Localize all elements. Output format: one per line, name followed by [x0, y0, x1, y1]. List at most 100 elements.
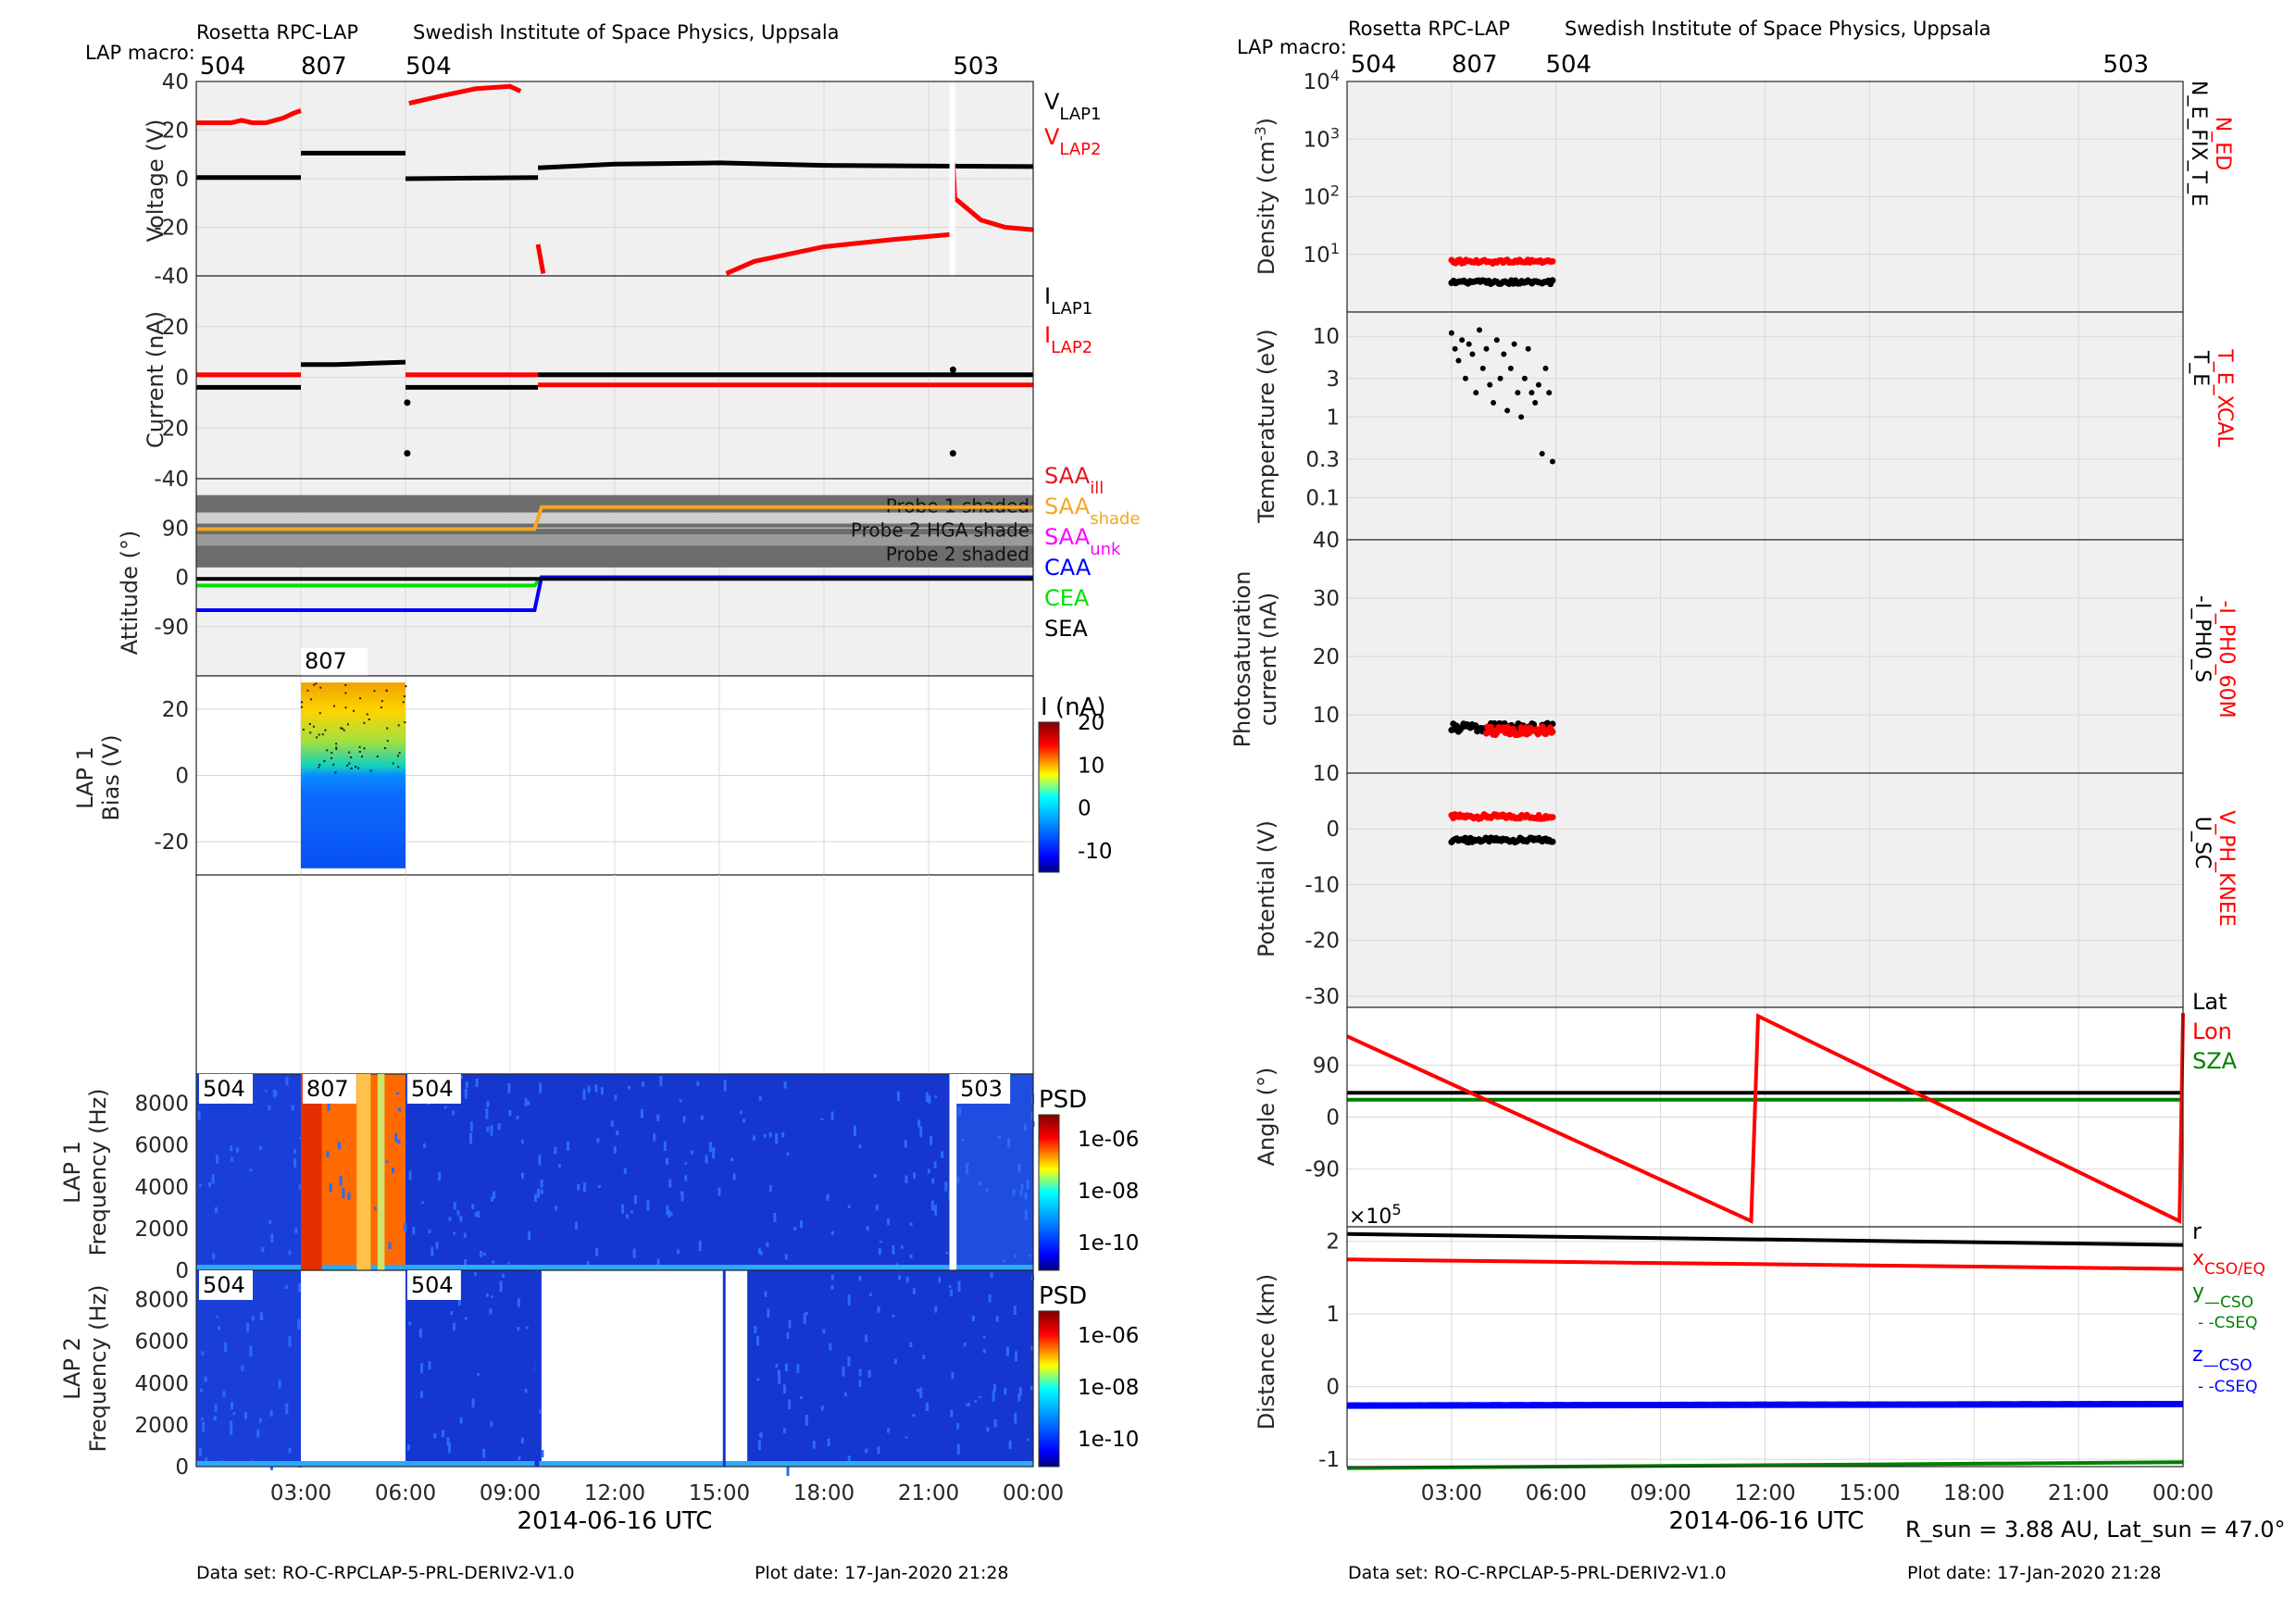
lap2-psd-panel-noise — [251, 1316, 255, 1321]
lap2-psd-panel-noise — [446, 1437, 450, 1446]
lap2-psd-panel-noise — [778, 1374, 781, 1384]
lap1-psd-panel-noise — [753, 1135, 756, 1141]
lap2-psd-panel-noise — [1030, 1345, 1034, 1351]
lap2-psd-panel-frame — [195, 1269, 1034, 1468]
lap1-psd-panel-noise — [775, 1132, 779, 1144]
lap2-psd-panel-noise — [485, 1293, 489, 1297]
temperature-ytick-label: 0.3 — [1305, 448, 1340, 472]
bias-noise-dot — [363, 721, 366, 724]
right-xtick-label: 12:00 — [1734, 1481, 1795, 1505]
bias-noise-dot — [324, 729, 327, 731]
lap1-psd-panel-noise — [486, 1100, 490, 1107]
left-xtick-label: 00:00 — [1003, 1481, 1064, 1505]
lap1-psd-panel-noise — [820, 1118, 824, 1120]
lap1-psd-panel-noise — [249, 1168, 253, 1172]
lap1-psd-panel-noise — [945, 1252, 949, 1255]
macro-label-right: 807 — [1452, 51, 1498, 79]
lap1-psd-panel-noise — [646, 1199, 650, 1211]
lap2-psd-panel-noise — [956, 1443, 960, 1455]
lap1-psd-panel-noise — [1003, 1259, 1006, 1263]
attitude-panel-legend-entry: SEA — [1044, 616, 1088, 642]
lap2-psd-panel-noise — [1013, 1305, 1017, 1316]
current-panel-legend-entry: ILAP2 — [1044, 322, 1092, 357]
left-xtick-label: 03:00 — [270, 1481, 331, 1505]
bias-noise-dot — [397, 755, 400, 757]
lap1-psd-panel-noise — [208, 1182, 212, 1187]
lap1-psd-panel-noise — [197, 1111, 201, 1120]
lap2-psd-panel-noise — [1017, 1393, 1021, 1402]
voltage-series-V_LAP1 — [405, 175, 539, 181]
bias-noise-dot — [397, 724, 400, 727]
lap1-psd-panel-noise — [272, 1089, 276, 1098]
lap1-psd-panel-noise — [435, 1242, 439, 1249]
density-panel-ylabel: Density (cm-3) — [1252, 118, 1280, 275]
lap1-psd-panel-noise — [783, 1081, 787, 1089]
bias-noise-dot — [397, 766, 400, 768]
left-institute: Swedish Institute of Space Physics, Upps… — [413, 21, 840, 44]
lap1-psd-panel-noise — [231, 1156, 234, 1162]
temperature-point — [1507, 365, 1514, 371]
temperature-point — [1497, 375, 1504, 381]
distance-panel-ytick-label: 0 — [1326, 1376, 1340, 1400]
lap2-psd-panel-noise — [278, 1379, 281, 1389]
bias-noise-dot — [402, 701, 405, 704]
lap1-psd-panel-noise — [659, 1075, 663, 1087]
potential-panel-ylabel: Potential (V) — [1254, 820, 1279, 957]
bias-noise-dot — [385, 689, 388, 692]
right-macro-label: LAP macro: — [1237, 36, 1347, 58]
lap1-psd-panel-noise — [347, 1192, 351, 1200]
lap1-psd-panel-noise — [469, 1132, 473, 1144]
lap2-psd-panel-noise — [919, 1387, 923, 1398]
current-panel-ytick-label: -20 — [154, 417, 189, 441]
lap1-psd-panel-noise — [665, 1157, 668, 1165]
temperature-point — [1483, 345, 1490, 352]
lap2-psd-panel-ylabel: Frequency (Hz) — [85, 1285, 111, 1453]
bias-colorbar-tick: 20 — [1078, 711, 1104, 735]
temperature-point — [1491, 399, 1497, 406]
current-panel-ytick-label: 20 — [162, 316, 189, 340]
lap2-psd-panel-noise — [464, 1317, 468, 1320]
voltage-panel-ytick-label: -20 — [154, 217, 189, 241]
bias-noise-dot — [331, 752, 333, 755]
bias-noise-dot — [335, 746, 338, 749]
angle-panel-ylabel: Angle (°) — [1254, 1068, 1279, 1167]
bias-noise-dot — [403, 695, 406, 698]
lap1-psd-panel-noise — [539, 1082, 543, 1093]
lap2-psd-panel-noise — [452, 1322, 455, 1331]
temperature-point — [1455, 357, 1462, 364]
lap1-psd-panel-noise — [700, 1115, 704, 1120]
lap2-psd-panel-noise — [786, 1465, 790, 1477]
photo-panel-ylabel: Photosaturation — [1229, 571, 1255, 748]
lap1-psd-panel-noise — [420, 1201, 424, 1205]
voltage-panel-ytick-label: 20 — [162, 119, 189, 144]
current-panel-ylabel: Current (nA) — [143, 311, 168, 448]
bias-noise-dot — [332, 763, 335, 766]
bias-noise-dot — [381, 700, 383, 703]
potential-point — [1549, 838, 1556, 845]
lap2-psd-panel-noise — [986, 1427, 990, 1432]
lap2-psd-panel-noise — [1008, 1440, 1012, 1450]
temperature-point — [1469, 351, 1476, 357]
lap1-psd-panel-noise — [1024, 1209, 1028, 1220]
bias-noise-dot — [361, 756, 364, 758]
lap1-psd-macro-box — [406, 1074, 461, 1104]
temperature-ytick-label: 0.1 — [1305, 486, 1340, 510]
lap2-psd-panel-noise — [865, 1334, 868, 1343]
lap1-psd-panel-noise — [931, 1178, 935, 1184]
lap1-psd-panel-noise — [268, 1219, 272, 1224]
photo-panel-legend-entry: -I_PH0_S — [2190, 595, 2214, 682]
lap1-psd-panel-noise — [941, 1151, 944, 1158]
temperature-point — [1511, 341, 1517, 347]
macro-label-left: 504 — [406, 53, 452, 81]
lap2-psd-panel-noise — [847, 1356, 851, 1367]
photo-panel-ylabel: current (nA) — [1255, 593, 1281, 727]
lap1-psd-panel-noise — [491, 1196, 494, 1202]
right-xtick-label: 09:00 — [1629, 1481, 1691, 1505]
lap2-psd-panel-spectrum-block — [747, 1270, 1033, 1467]
potential-panel-ytick-label: 0 — [1326, 818, 1340, 842]
lap1-psd-panel-noise — [391, 1167, 394, 1173]
temperature-panel-legend-entry: T_E — [2189, 350, 2212, 386]
lap1-psd-panel-noise — [985, 1188, 989, 1192]
lap1-psd-macro-box — [956, 1074, 1011, 1104]
lap2-psd-panel-noise — [441, 1430, 444, 1438]
